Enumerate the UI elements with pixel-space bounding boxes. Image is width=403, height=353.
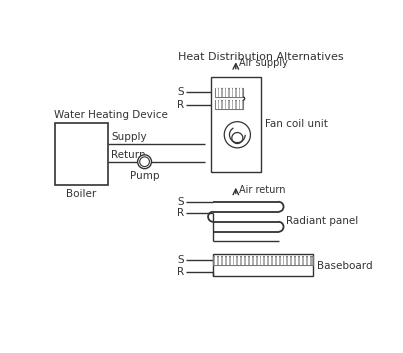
Bar [55, 123, 108, 185]
Circle shape [137, 155, 152, 169]
Bar [215, 88, 243, 97]
Text: Supply: Supply [112, 132, 147, 143]
Text: Boiler: Boiler [66, 190, 97, 199]
Text: S: S [177, 88, 184, 97]
Text: Fan coil unit: Fan coil unit [265, 119, 328, 129]
Text: Water Heating Device: Water Heating Device [54, 110, 168, 120]
Text: R: R [177, 100, 184, 110]
Text: Heat Distribution Alternatives: Heat Distribution Alternatives [178, 52, 344, 62]
Text: Air supply: Air supply [239, 58, 288, 68]
Bar [213, 254, 313, 276]
Text: R: R [177, 267, 184, 277]
Text: Air return: Air return [239, 185, 285, 195]
Text: R: R [177, 208, 184, 218]
Bar [215, 100, 243, 109]
Text: Baseboard: Baseboard [317, 261, 373, 271]
Text: Radiant panel: Radiant panel [286, 216, 359, 226]
Bar [211, 77, 261, 172]
Bar [213, 256, 313, 265]
Text: Pump: Pump [130, 171, 159, 181]
Text: S: S [177, 255, 184, 265]
Text: Return: Return [112, 150, 146, 160]
Text: S: S [177, 197, 184, 207]
